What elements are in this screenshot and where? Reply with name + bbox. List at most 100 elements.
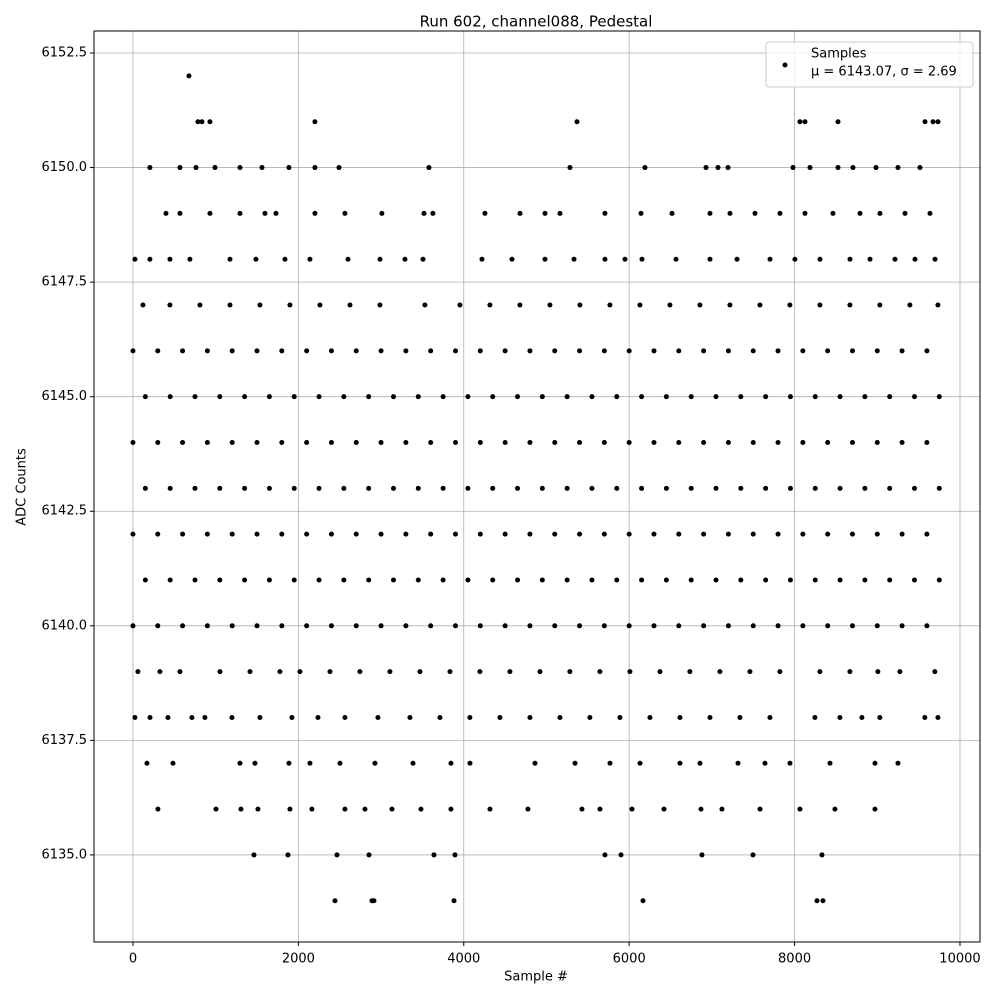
data-point [440, 485, 446, 491]
data-point [342, 714, 348, 720]
data-point [877, 210, 883, 216]
data-point [832, 806, 838, 812]
data-point [849, 531, 855, 537]
data-point [902, 210, 908, 216]
data-point [247, 669, 253, 675]
data-point [825, 531, 831, 537]
data-point [577, 531, 583, 537]
data-point [602, 210, 608, 216]
data-point [577, 348, 583, 354]
data-point [366, 485, 372, 491]
data-point [847, 302, 853, 308]
data-point [193, 165, 199, 171]
data-point [341, 485, 347, 491]
data-point [515, 485, 521, 491]
data-point [197, 302, 203, 308]
data-point [867, 256, 873, 262]
data-point [837, 714, 843, 720]
data-point [140, 302, 146, 308]
data-point [428, 531, 434, 537]
data-point [366, 394, 372, 400]
data-point [897, 669, 903, 675]
data-point [403, 531, 409, 537]
data-point [812, 577, 818, 583]
data-point [932, 256, 938, 262]
data-point [187, 256, 193, 262]
data-point [757, 302, 763, 308]
data-point [713, 485, 719, 491]
data-point [935, 302, 941, 308]
data-point [830, 210, 836, 216]
data-point [477, 669, 483, 675]
data-point [713, 394, 719, 400]
data-point [777, 669, 783, 675]
data-point [657, 669, 663, 675]
data-point [874, 348, 880, 354]
data-point [307, 256, 313, 262]
data-point [420, 256, 426, 262]
data-point [147, 256, 153, 262]
data-point [725, 623, 731, 629]
data-point [336, 165, 342, 171]
data-point [282, 256, 288, 262]
data-point [517, 302, 523, 308]
data-point [204, 531, 210, 537]
data-point [577, 440, 583, 446]
data-point [899, 623, 905, 629]
data-point [532, 760, 538, 766]
data-point [922, 119, 928, 125]
data-point [737, 714, 743, 720]
data-point [452, 440, 458, 446]
data-point [287, 806, 293, 812]
data-point [639, 577, 645, 583]
data-point [204, 623, 210, 629]
data-point [266, 394, 272, 400]
data-point [552, 531, 558, 537]
data-point [800, 440, 806, 446]
data-point [663, 394, 669, 400]
data-point [614, 394, 620, 400]
data-point [552, 440, 558, 446]
data-point [629, 806, 635, 812]
data-point [935, 119, 941, 125]
data-point [701, 440, 707, 446]
data-point [170, 760, 176, 766]
data-point [213, 806, 219, 812]
data-point [242, 485, 248, 491]
data-point [257, 302, 263, 308]
data-point [847, 256, 853, 262]
data-point [163, 210, 169, 216]
data-point [316, 485, 322, 491]
data-point [217, 394, 223, 400]
data-point [763, 485, 769, 491]
data-point [410, 760, 416, 766]
data-point [699, 852, 705, 858]
data-point [688, 485, 694, 491]
data-point [509, 256, 515, 262]
data-point [552, 623, 558, 629]
data-point [428, 348, 434, 354]
data-point [479, 256, 485, 262]
data-point [327, 669, 333, 675]
data-point [719, 806, 725, 812]
data-point [673, 256, 679, 262]
data-point [440, 394, 446, 400]
data-point [167, 302, 173, 308]
data-point [189, 714, 195, 720]
data-point [701, 348, 707, 354]
data-point [924, 531, 930, 537]
data-point [312, 119, 318, 125]
data-point [817, 256, 823, 262]
data-point [787, 577, 793, 583]
x-tick-label: 2000 [282, 952, 315, 967]
data-point [502, 440, 508, 446]
data-point [899, 531, 905, 537]
data-point [312, 165, 318, 171]
data-point [874, 531, 880, 537]
data-point [192, 394, 198, 400]
data-point [279, 440, 285, 446]
data-point [180, 348, 186, 354]
data-point [567, 165, 573, 171]
